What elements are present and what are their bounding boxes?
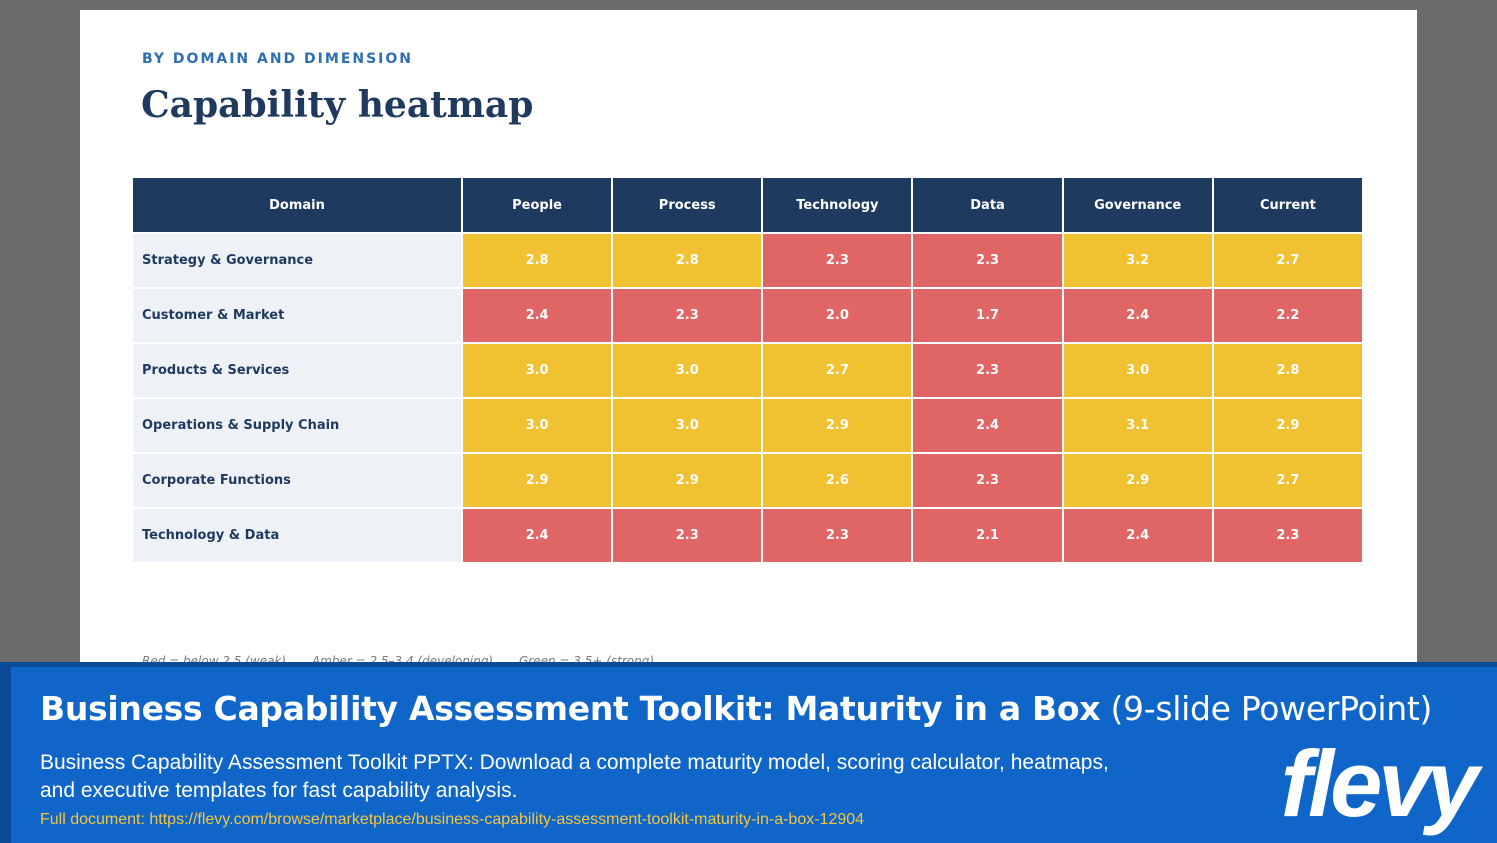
score-cell: 1.7 [911, 287, 1062, 342]
score-cell: 2.3 [761, 232, 912, 287]
score-cell: 2.4 [461, 287, 612, 342]
score-cell: 2.6 [761, 452, 912, 507]
table-row: Products & Services 3.0 3.0 2.7 2.3 3.0 2.8 [133, 342, 1362, 397]
flevy-logo[interactable]: flevy [1280, 731, 1479, 836]
table-row: Strategy & Governance 2.8 2.8 2.3 2.3 3.2 2.7 [133, 232, 1362, 287]
score-cell: 2.3 [611, 287, 762, 342]
header-domain: Domain [133, 178, 461, 232]
domain-cell: Operations & Supply Chain [133, 397, 461, 452]
slide: BY DOMAIN AND DIMENSION Capability heatm… [80, 10, 1417, 670]
score-cell: 2.9 [1061, 452, 1212, 507]
score-cell: 2.3 [611, 507, 762, 562]
score-cell: 3.0 [1061, 342, 1212, 397]
domain-cell: Strategy & Governance [133, 232, 461, 287]
score-cell: 2.0 [761, 287, 912, 342]
table-row: Corporate Functions 2.9 2.9 2.6 2.3 2.9 2.7 [133, 452, 1362, 507]
score-cell: 3.0 [461, 342, 612, 397]
score-cell: 3.1 [1061, 397, 1212, 452]
score-cell: 2.4 [1061, 287, 1212, 342]
score-cell: 2.3 [1211, 507, 1362, 562]
table-row: Customer & Market 2.4 2.3 2.0 1.7 2.4 2.2 [133, 287, 1362, 342]
score-cell: 2.4 [1061, 507, 1212, 562]
score-cell: 3.0 [611, 342, 762, 397]
header-data: Data [911, 178, 1062, 232]
heatmap-body: Strategy & Governance 2.8 2.8 2.3 2.3 3.2 2.7 C… [133, 232, 1362, 562]
score-cell: 2.1 [911, 507, 1062, 562]
score-cell: 2.9 [761, 397, 912, 452]
header-people: People [461, 178, 612, 232]
banner-title-suffix: (9-slide PowerPoint) [1100, 689, 1433, 728]
banner-title-main: Business Capability Assessment Toolkit: … [40, 689, 1101, 728]
banner-title: Business Capability Assessment Toolkit: … [40, 689, 1432, 728]
header-process: Process [611, 178, 762, 232]
domain-cell: Corporate Functions [133, 452, 461, 507]
banner-description: Business Capability Assessment Toolkit P… [40, 751, 1109, 802]
score-cell: 3.0 [611, 397, 762, 452]
score-cell: 2.2 [1211, 287, 1362, 342]
score-cell: 2.8 [611, 232, 762, 287]
score-cell: 2.3 [761, 507, 912, 562]
score-cell: 2.3 [911, 452, 1062, 507]
score-cell: 2.9 [611, 452, 762, 507]
banner-document-link[interactable]: Full document: https://flevy.com/browse/… [40, 811, 865, 828]
heatmap-table: Domain People Process Technology Data Go… [133, 178, 1362, 562]
table-row: Technology & Data 2.4 2.3 2.3 2.1 2.4 2.3 [133, 507, 1362, 562]
header-technology: Technology [761, 178, 912, 232]
score-cell: 2.7 [1211, 232, 1362, 287]
score-cell: 2.7 [761, 342, 912, 397]
domain-cell: Products & Services [133, 342, 461, 397]
promo-banner: Business Capability Assessment Toolkit: … [0, 662, 1497, 843]
header-current: Current [1211, 178, 1362, 232]
score-cell: 2.9 [1211, 397, 1362, 452]
score-cell: 2.4 [461, 507, 612, 562]
header-governance: Governance [1061, 178, 1212, 232]
slide-eyebrow: BY DOMAIN AND DIMENSION [142, 51, 414, 67]
domain-cell: Technology & Data [133, 507, 461, 562]
score-cell: 2.7 [1211, 452, 1362, 507]
score-cell: 2.8 [1211, 342, 1362, 397]
score-cell: 2.8 [461, 232, 612, 287]
domain-cell: Customer & Market [133, 287, 461, 342]
slide-title: Capability heatmap [141, 84, 534, 126]
score-cell: 2.3 [911, 232, 1062, 287]
score-cell: 2.4 [911, 397, 1062, 452]
score-cell: 2.9 [461, 452, 612, 507]
table-row: Operations & Supply Chain 3.0 3.0 2.9 2.4 3.1… [133, 397, 1362, 452]
promo-banner-panel: Business Capability Assessment Toolkit: … [11, 667, 1497, 843]
score-cell: 3.2 [1061, 232, 1212, 287]
score-cell: 3.0 [461, 397, 612, 452]
score-cell: 2.3 [911, 342, 1062, 397]
heatmap-header-row: Domain People Process Technology Data Go… [133, 178, 1362, 232]
